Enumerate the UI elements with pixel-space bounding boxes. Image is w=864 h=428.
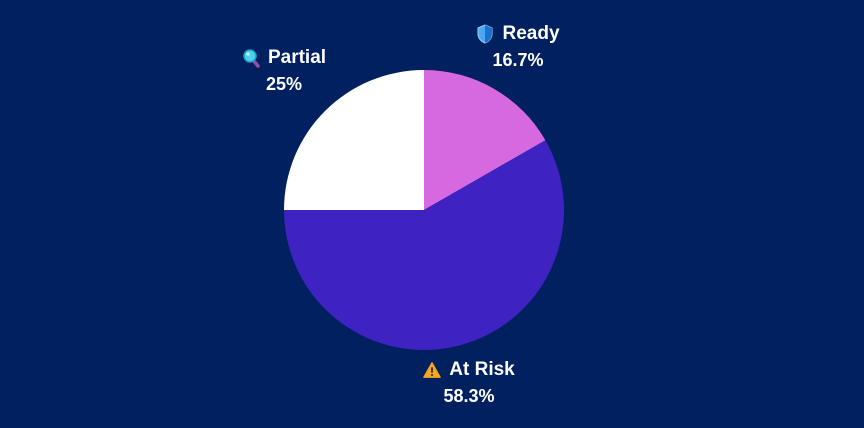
pie-slice-at-risk [284,140,564,351]
pie-slices [284,70,564,351]
at-risk-percent: 58.3% [443,386,495,406]
ready-label: Ready 16.7% [458,21,578,73]
partial-name: Partial [267,47,327,68]
at-risk-name: At Risk [449,359,515,380]
partial-label: Partial 25% [224,45,344,97]
magnifier-icon [243,49,260,68]
pie-slice-ready [424,70,546,210]
pie-slice-partial [284,70,424,210]
partial-percent: 25% [265,74,303,94]
at-risk-label: At Risk 58.3% [404,357,534,409]
ready-percent: 16.7% [492,50,544,70]
warning-icon [423,362,442,378]
shield-icon [477,24,493,44]
ready-name: Ready [502,23,560,44]
